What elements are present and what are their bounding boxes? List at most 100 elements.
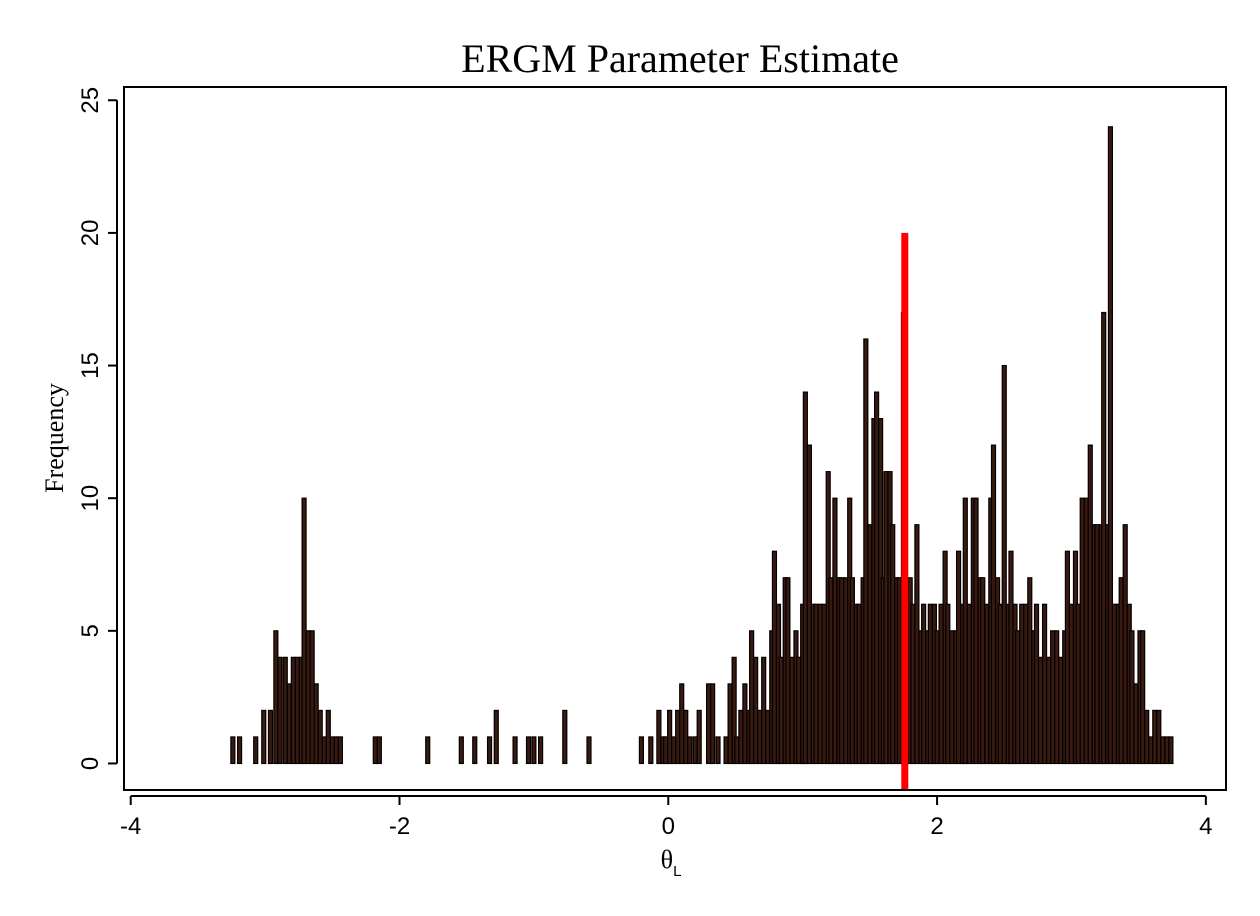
histogram-bar: [1133, 683, 1139, 765]
histogram-bar: [1101, 311, 1107, 765]
histogram-bar: [687, 736, 693, 765]
histogram-bar: [1140, 630, 1146, 765]
histogram-bar: [1094, 524, 1100, 765]
histogram-bar: [980, 577, 986, 765]
y-tick-label: 5: [77, 624, 104, 637]
histogram-bar: [949, 630, 955, 765]
histogram-bar: [337, 736, 343, 765]
histogram-bar: [1075, 603, 1081, 765]
histogram-bar: [261, 709, 267, 765]
histogram-bar: [679, 683, 685, 765]
histogram-bar: [938, 603, 944, 765]
histogram-bar: [1144, 709, 1150, 765]
x-axis-label: θL: [661, 845, 682, 880]
histogram-bar: [832, 497, 838, 765]
histogram-bar: [1087, 444, 1093, 765]
histogram-bar: [771, 550, 778, 765]
x-tick-label: 4: [1199, 813, 1212, 840]
histogram-bar: [927, 603, 933, 765]
histogram-bar: [738, 709, 744, 765]
y-tick-label: 25: [77, 87, 104, 114]
x-axis: -4 -2 0 2 4: [120, 795, 1213, 840]
histogram-bar: [715, 736, 721, 765]
histogram-bar: [863, 338, 869, 765]
histogram-bar: [1064, 550, 1071, 765]
histogram-bar: [749, 630, 755, 765]
histogram-bar: [1079, 497, 1085, 765]
histogram-bar: [742, 683, 748, 765]
histogram-bar: [671, 736, 677, 765]
histogram-bar: [309, 630, 315, 765]
y-tick-label: 10: [77, 485, 104, 512]
histogram-bar: [662, 736, 669, 765]
histogram-bar: [789, 656, 795, 765]
histogram-bar: [333, 736, 339, 765]
histogram-bar: [1054, 630, 1060, 765]
histogram-bar: [710, 683, 716, 765]
histogram-bar: [376, 736, 382, 765]
histogram-bar: [1046, 656, 1052, 765]
histogram-bar: [305, 630, 311, 765]
histogram-bar: [945, 603, 951, 765]
histogram-bar: [329, 736, 335, 765]
histogram-bar: [934, 630, 940, 765]
x-axis-label-subscript: L: [673, 863, 681, 880]
y-tick-label: 20: [77, 220, 104, 247]
histogram-bar: [325, 709, 331, 765]
histogram-bar: [512, 736, 518, 765]
histogram-bar: [1148, 736, 1154, 765]
histogram-bar: [727, 683, 733, 765]
histogram-bar: [1015, 630, 1021, 765]
histogram-bar: [277, 656, 283, 765]
histogram-bar: [1008, 550, 1014, 765]
histogram-bar: [806, 444, 812, 765]
histogram-bar: [705, 683, 712, 765]
histogram-bar: [843, 577, 849, 765]
x-tick-label: 0: [662, 813, 675, 840]
histogram-bar: [1129, 630, 1135, 765]
histogram-bar: [273, 630, 279, 765]
histogram-bar: [562, 709, 568, 765]
histogram-bars: [230, 126, 1174, 765]
chart-title: ERGM Parameter Estimate: [461, 36, 899, 81]
histogram-bar: [921, 603, 927, 765]
histogram-bar: [1107, 126, 1114, 765]
y-axis: 0 5 10 15 20 25: [77, 87, 118, 770]
histogram-bar: [1156, 709, 1162, 765]
histogram-bar: [761, 656, 767, 765]
histogram-bar: [753, 656, 759, 765]
histogram-bar: [1122, 524, 1128, 765]
histogram-bar: [966, 603, 972, 765]
histogram-bar: [531, 736, 537, 765]
histogram-bar: [290, 656, 296, 765]
histogram-bar: [1152, 709, 1158, 765]
histogram-bar: [914, 524, 920, 765]
histogram-bar: [873, 391, 880, 765]
histogram-bar: [1164, 736, 1170, 765]
histogram-bar: [675, 709, 681, 765]
x-tick-label: -4: [120, 813, 141, 840]
histogram-bar: [667, 709, 673, 765]
x-axis-label-main: θ: [661, 845, 673, 874]
histogram-bar: [1168, 736, 1174, 765]
histogram-bar: [1058, 656, 1064, 765]
histogram-bar: [1023, 603, 1029, 765]
histogram-bar: [236, 736, 243, 765]
histogram-bar: [313, 683, 319, 765]
histogram-bar: [458, 736, 464, 765]
histogram-bar: [301, 497, 307, 765]
histogram-bar: [778, 656, 784, 765]
histogram-bar: [896, 577, 903, 765]
histogram-bar: [839, 577, 845, 765]
histogram-bar: [984, 603, 990, 765]
histogram-bar: [294, 656, 300, 765]
histogram-bar: [1019, 603, 1025, 765]
histogram-bar: [538, 736, 544, 765]
histogram-bar: [425, 736, 431, 765]
histogram-bar: [683, 709, 689, 765]
y-tick-label: 15: [77, 352, 104, 379]
histogram-bar: [817, 603, 823, 765]
histogram-bar: [230, 736, 236, 765]
histogram-bar: [813, 603, 819, 765]
histogram-bar: [472, 736, 478, 765]
